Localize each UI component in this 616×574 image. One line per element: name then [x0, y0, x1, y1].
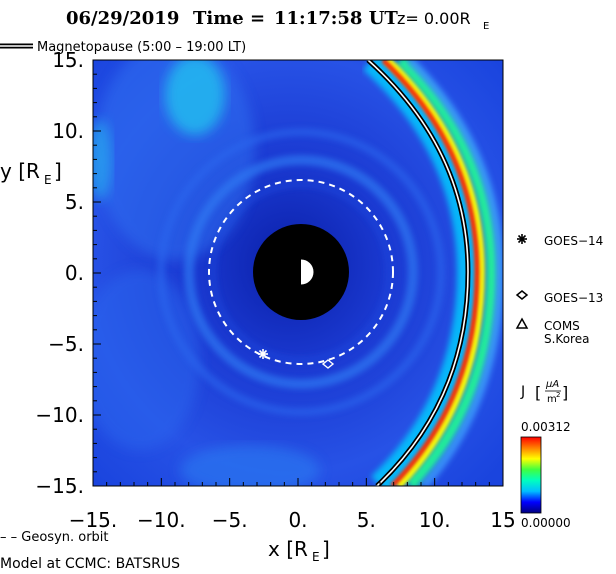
- coms-legend-label: COMS: [544, 319, 580, 333]
- title-z: z= 0.00R: [397, 9, 471, 28]
- colorbar-unit-den-exp: 2: [556, 391, 560, 399]
- x-tick-label: −15.: [69, 508, 118, 532]
- goes-13-legend-icon: [515, 290, 529, 300]
- colorbar-min-label: 0.00000: [521, 516, 571, 530]
- y-axis-title-close: ]: [54, 159, 62, 183]
- geosyn-orbit: [208, 179, 394, 365]
- coms-legend-icon: [515, 317, 529, 329]
- x-tick-label: 15: [490, 508, 515, 532]
- y-tick-label: −10.: [35, 403, 84, 427]
- y-tick-label: 5.: [65, 190, 84, 214]
- goes-14-legend-label: GOES−14: [544, 234, 603, 248]
- x-axis-title-sub: E: [312, 550, 320, 564]
- goes-14-legend-icon: [517, 234, 527, 244]
- x-axis: −15. −10. −5. 0. 5. 10. 15: [69, 478, 516, 532]
- goes-13-legend-label: GOES−13: [544, 291, 603, 305]
- goes-13-marker: [321, 359, 335, 369]
- x-tick-label: 10.: [419, 508, 451, 532]
- geosyn-legend-label: – – Geosyn. orbit: [0, 530, 109, 545]
- title-time: 11:17:58 UT: [274, 8, 398, 29]
- y-axis-title-sub: E: [44, 173, 52, 187]
- colorbar-unit-den: m: [547, 394, 557, 405]
- colorbar-unit-num: μA: [545, 379, 559, 390]
- magnetopause-legend-label: Magnetopause (5:00 – 19:00 LT): [37, 40, 246, 55]
- colorbar-label: J: [520, 384, 525, 400]
- y-tick-label: −5.: [48, 332, 84, 356]
- colorbar-unit-open: [: [535, 383, 541, 402]
- title-time-label: Time =: [193, 8, 265, 29]
- colorbar-max-label: 0.00312: [521, 420, 571, 434]
- model-label: Model at CCMC: BATSRUS: [0, 556, 180, 572]
- magnetopause-legend: Magnetopause (5:00 – 19:00 LT): [0, 40, 246, 55]
- x-tick-label: −5.: [212, 508, 248, 532]
- goes-14-marker: [258, 349, 268, 359]
- earth-icon: [287, 258, 315, 286]
- y-tick-label: 0.: [65, 261, 84, 285]
- colorbar-gradient: [520, 436, 542, 514]
- x-axis-title-close: ]: [322, 537, 330, 561]
- x-tick-label: −10.: [137, 508, 186, 532]
- x-tick-label: 5.: [357, 508, 376, 532]
- title-date: 06/29/2019: [66, 8, 179, 29]
- coms-legend-label-2: S.Korea: [544, 332, 589, 346]
- colorbar: J [ μA m 2 ] 0.00312 0.00000: [520, 379, 571, 530]
- colorbar-unit-close: ]: [562, 383, 568, 402]
- y-tick-label: −15.: [35, 474, 84, 498]
- y-tick-label: 10.: [52, 119, 84, 143]
- y-tick-label: 15.: [52, 48, 84, 72]
- y-axis: 15. 10. 5. 0. −5. −10. −15.: [35, 48, 101, 498]
- y-axis-title: y [R: [0, 159, 40, 183]
- x-tick-label: 0.: [288, 508, 307, 532]
- x-axis-title: x [R: [268, 537, 308, 561]
- satellite-legend: GOES−14 GOES−13 COMS S.Korea: [515, 234, 603, 346]
- title-z-sub: E: [483, 21, 489, 32]
